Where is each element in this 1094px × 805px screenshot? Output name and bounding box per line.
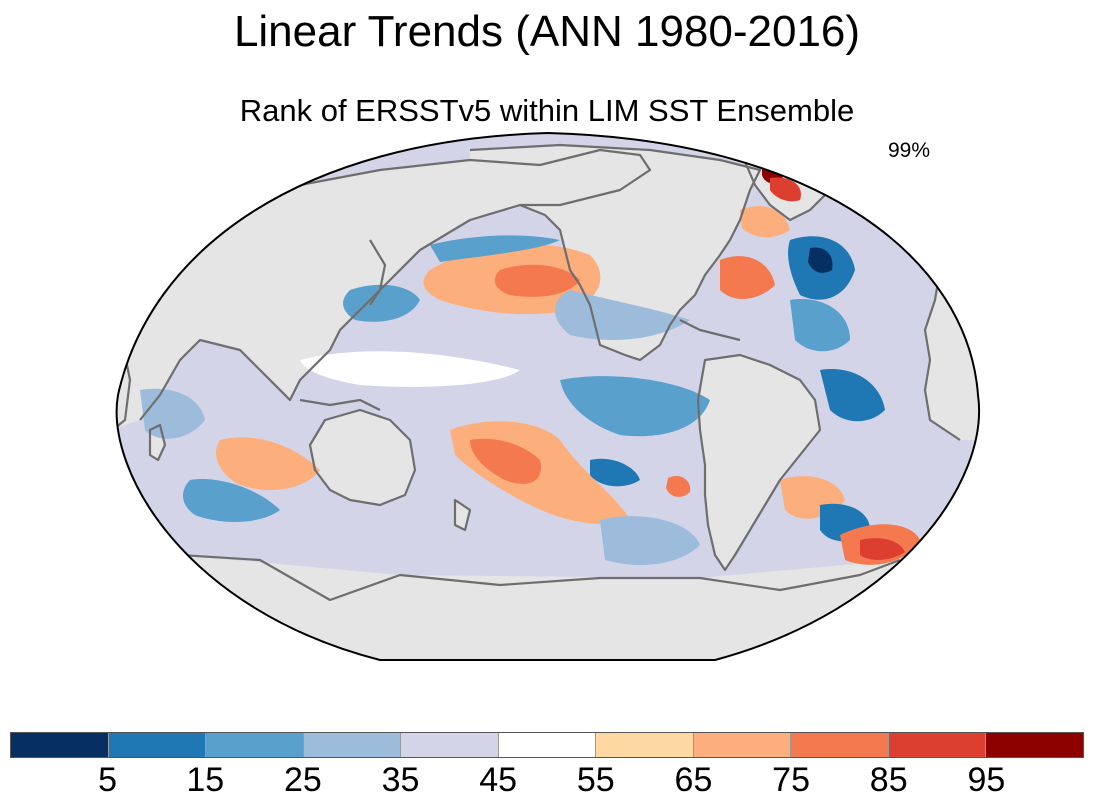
max-percent-label: 99% [888, 139, 931, 162]
colorbar-tick-label: 95 [967, 761, 1006, 799]
colorbar-tick-label: 15 [186, 761, 225, 799]
colorbar-tick-label: 25 [283, 761, 322, 799]
colorbar-tick-label: 65 [674, 761, 713, 799]
land-africa [925, 250, 980, 440]
colorbar-swatch [791, 733, 889, 757]
colorbar-tick-label: 5 [98, 761, 118, 799]
anomaly-subpolar-darkblue [808, 247, 833, 273]
land-south-america [698, 355, 820, 570]
anomaly-labrador-warm [740, 206, 790, 238]
coast-south-america [696, 353, 822, 572]
coast-africa [923, 269, 961, 441]
colorbar-swatch [596, 733, 694, 757]
land-australia [310, 410, 415, 505]
colorbar-tick-label: 55 [576, 761, 615, 799]
anomaly-northwest-pacific-blue [343, 284, 420, 322]
anomaly-southeast-atlantic-red [860, 538, 905, 560]
anomaly-barents-warm [770, 177, 801, 202]
colorbar-swatch [11, 733, 109, 757]
map-title: Linear Trends (ANN 1980-2016) [233, 7, 861, 56]
coast-new-zealand [453, 498, 472, 532]
colorbar-tick-label: 35 [381, 761, 420, 799]
anomaly-southeast-pacific-blue [600, 516, 700, 565]
coast-east-africa [116, 279, 132, 441]
land-north-america [470, 145, 760, 360]
anomaly-east-pacific-cool-core [590, 458, 640, 487]
colorbar-swatch [401, 733, 499, 757]
anomaly-kuroshio-cool [430, 235, 560, 262]
coast-japan [369, 239, 387, 306]
anomaly-indian-ocean-warm [216, 437, 320, 490]
anomaly-atlantic-cool [790, 299, 850, 352]
colorbar-swatch [693, 733, 792, 757]
anomaly-south-indian-cool [183, 479, 280, 522]
colorbar-tick-label: 45 [479, 761, 518, 799]
coast-north-america [469, 143, 762, 362]
colorbar-tick-label: 85 [869, 761, 908, 799]
coast-antarctica [179, 553, 901, 602]
anomaly-east-pacific-cool [560, 376, 710, 437]
coast-madagascar [148, 423, 167, 462]
colorbar [10, 732, 1084, 758]
anomaly-gulf-stream-warm [720, 256, 775, 300]
coast-caribbean [679, 319, 741, 342]
colorbar-tick-label: 75 [772, 761, 810, 799]
anomaly-south-pacific-warm-core [470, 438, 541, 484]
coast-indonesia [299, 398, 381, 411]
map-subtitle: Rank of ERSSTv5 within LIM SST Ensemble [239, 93, 855, 128]
anomaly-south-pacific-warm-spot [666, 475, 691, 497]
coastlines [116, 143, 961, 602]
anomaly-north-pacific-warm-core [494, 264, 580, 297]
coast-eurasia [116, 148, 652, 421]
coast-australia [308, 408, 417, 507]
land-africa-east [116, 270, 130, 440]
colorbar-ticks: 5 15 25 35 45 55 65 75 85 95 [0, 760, 1094, 800]
anomaly-white-band [300, 351, 520, 387]
colorbar-swatch [986, 733, 1084, 757]
ocean-anomalies [140, 167, 920, 565]
colorbar-swatch [206, 733, 304, 757]
colorbar-swatch [888, 733, 987, 757]
colorbar-swatch [498, 733, 597, 757]
anomaly-tropical-atlantic-blue [820, 369, 885, 422]
map-outline [115, 131, 981, 661]
colorbar-swatch [108, 733, 207, 757]
colorbar-swatch [303, 733, 402, 757]
